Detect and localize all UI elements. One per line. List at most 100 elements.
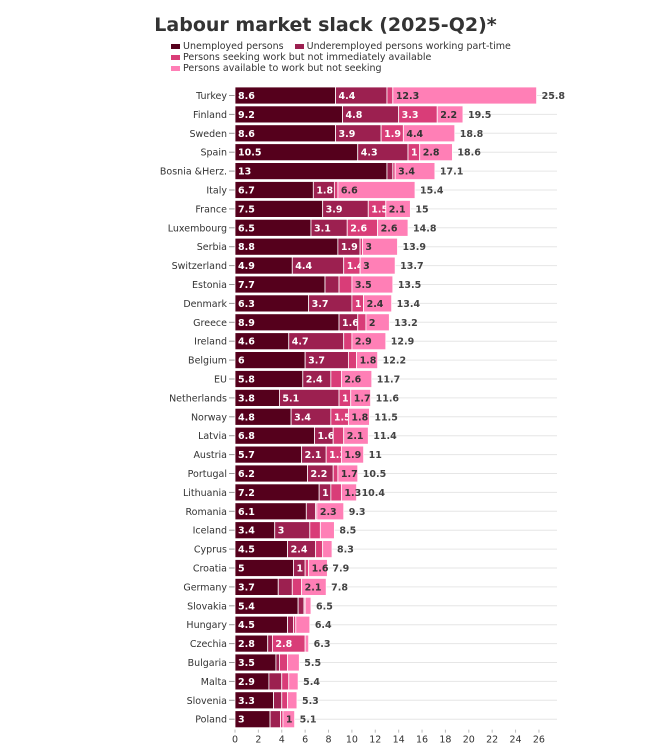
bar-segment: [287, 691, 298, 710]
bar-segment: [308, 559, 328, 577]
data-label: 2.4: [367, 299, 384, 310]
bar-segment: [304, 559, 310, 577]
data-label: 1.8: [351, 412, 368, 423]
bar-segment: [287, 653, 300, 672]
bar-segment: [394, 162, 436, 181]
total-label: 13.7: [400, 261, 423, 272]
total-label: 12.2: [383, 356, 406, 367]
legend-item[interactable]: Persons available to work but not seekin…: [171, 63, 382, 74]
bar-segment: [322, 540, 333, 558]
bar-segment: [234, 351, 306, 370]
data-label: 3: [365, 242, 372, 253]
total-label: 25.8: [542, 91, 566, 102]
bar-segment: [343, 332, 353, 351]
data-label: 8.9: [238, 318, 255, 329]
bar-segment: [356, 351, 379, 370]
legend-label: Underemployed persons working part-time: [306, 41, 511, 52]
data-label: 9.2: [238, 110, 255, 121]
category-label: Lithuania: [183, 488, 227, 499]
data-label: 2.6: [344, 375, 361, 386]
category-label: Italy: [206, 186, 227, 197]
legend-item[interactable]: Unemployed persons: [171, 41, 284, 52]
bar-segment: [392, 86, 538, 105]
total-label: 13.2: [394, 318, 417, 329]
x-tick-label: 8: [325, 735, 331, 746]
data-label: 2.6: [350, 223, 367, 234]
legend-item[interactable]: Persons seeking work but not immediately…: [171, 52, 431, 63]
bar-segment: [340, 483, 357, 502]
data-label: 8.8: [238, 242, 255, 253]
total-label: 15.4: [420, 186, 444, 197]
total-label: 6.4: [315, 620, 332, 631]
total-label: 18.8: [460, 129, 484, 140]
data-label: 3.3: [238, 696, 255, 707]
data-label: 6.8: [238, 431, 255, 442]
total-label: 12.9: [391, 337, 414, 348]
data-label: 1: [322, 488, 329, 499]
category-label: Denmark: [183, 299, 227, 310]
data-label: 4.7: [292, 337, 309, 348]
category-label: Ireland: [194, 337, 227, 348]
category-label: Bosnia &Herz.: [160, 167, 227, 178]
data-label: 3.7: [238, 582, 255, 593]
bar-segment: [287, 615, 294, 634]
data-label: 6.7: [238, 186, 255, 197]
data-label: 1.6: [342, 318, 359, 329]
total-label: 11.7: [377, 375, 400, 386]
bar-segment: [282, 710, 296, 729]
bar-segment: [337, 181, 416, 199]
total-label: 10.5: [363, 469, 386, 480]
x-tick-label: 12: [369, 735, 381, 746]
bar-segment: [281, 672, 290, 691]
bar-segment: [267, 634, 273, 653]
data-label: 3: [278, 526, 285, 537]
x-tick-label: 18: [439, 735, 451, 746]
total-label: 11.4: [373, 431, 397, 442]
data-label: 8.6: [238, 129, 255, 140]
total-label: 13.5: [398, 280, 421, 291]
data-label: 2.8: [275, 639, 292, 650]
bar-segment: [386, 86, 394, 105]
x-tick-label: 10: [346, 735, 358, 746]
bar-segment: [275, 653, 280, 672]
category-label: Norway: [191, 412, 227, 423]
category-label: Spain: [200, 148, 227, 159]
bar-segment: [324, 275, 340, 294]
total-label: 9.3: [349, 507, 366, 518]
bar-segment: [297, 596, 305, 615]
bar-segment: [315, 540, 324, 558]
data-label: 4.8: [346, 110, 363, 121]
total-label: 18.6: [457, 148, 481, 159]
category-label: EU: [214, 375, 227, 386]
bar-segment: [357, 313, 367, 332]
bar-segment: [281, 691, 289, 710]
data-label: 6.6: [341, 186, 358, 197]
data-label: 2.8: [238, 639, 255, 650]
category-label: Slovakia: [187, 601, 227, 612]
data-label: 1.7: [354, 393, 371, 404]
data-label: 5.7: [238, 450, 255, 461]
category-label: Austria: [193, 450, 227, 461]
category-label: Czechia: [190, 639, 227, 650]
bar-segment: [269, 710, 281, 729]
bar-segment: [277, 578, 293, 596]
bar-segment: [330, 370, 342, 388]
data-label: 6: [238, 356, 245, 367]
bar-segment: [301, 578, 327, 596]
data-label: 1.9: [341, 242, 358, 253]
bar-segment: [419, 143, 453, 162]
category-label: Germany: [183, 582, 227, 593]
bar-segment: [291, 578, 303, 596]
data-label: 2.4: [306, 375, 323, 386]
category-label: Estonia: [192, 280, 227, 291]
data-label: 1.5: [334, 412, 351, 423]
legend-swatch: [294, 44, 304, 49]
category-label: Romania: [185, 507, 227, 518]
legend-item[interactable]: Underemployed persons working part-time: [294, 41, 511, 52]
legend-label: Persons seeking work but not immediately…: [183, 52, 432, 63]
data-label: 2: [369, 318, 376, 329]
bar-segment: [386, 162, 394, 181]
category-label: Iceland: [193, 526, 227, 537]
legend-swatch: [171, 66, 180, 71]
